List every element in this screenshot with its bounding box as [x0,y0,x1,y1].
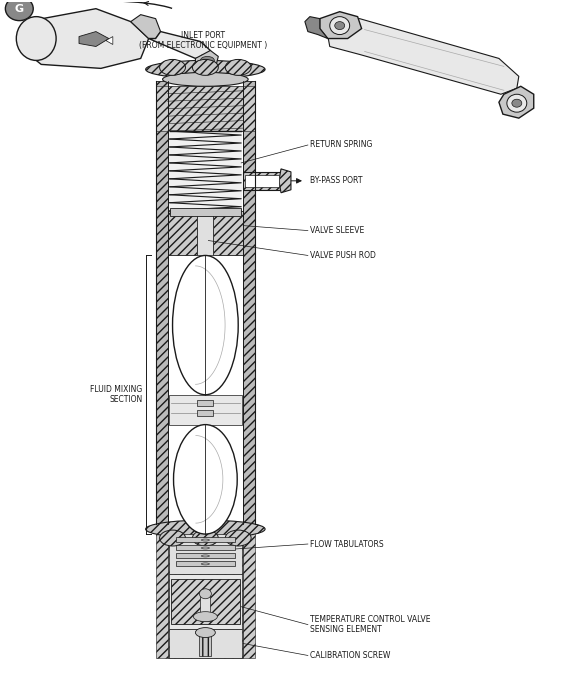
Bar [168,574,242,628]
Ellipse shape [201,563,209,565]
Ellipse shape [146,61,265,78]
Bar [171,579,240,624]
Polygon shape [320,11,362,38]
Polygon shape [106,36,113,45]
Ellipse shape [507,95,527,112]
Ellipse shape [226,59,251,76]
Ellipse shape [335,22,344,30]
Bar [213,211,243,255]
Text: OUTLET PORT: OUTLET PORT [180,553,231,562]
Polygon shape [21,9,149,68]
Ellipse shape [173,425,237,534]
Bar [197,211,213,255]
Text: BY-PASS PORT: BY-PASS PORT [310,176,362,186]
Ellipse shape [330,17,350,34]
Bar [243,524,255,658]
Polygon shape [328,19,519,95]
Ellipse shape [200,57,214,64]
Polygon shape [279,169,291,193]
Bar [176,561,235,566]
Ellipse shape [201,547,209,549]
Bar [197,400,213,406]
Bar [168,628,242,658]
Bar [168,86,243,131]
Bar [245,175,279,187]
Polygon shape [305,17,328,38]
Bar [197,410,213,416]
Ellipse shape [6,0,33,21]
Bar [168,534,242,574]
Bar [168,524,243,658]
Text: VALVE SLEEVE: VALVE SLEEVE [310,226,364,235]
Text: G: G [15,3,24,14]
Text: FLUID MIXING
SECTION: FLUID MIXING SECTION [90,385,142,404]
Ellipse shape [201,539,209,541]
Bar [243,81,255,524]
Ellipse shape [512,99,522,107]
Text: RETURN SPRING: RETURN SPRING [310,140,373,149]
Ellipse shape [199,589,211,599]
Ellipse shape [163,72,248,86]
Ellipse shape [159,530,186,546]
Ellipse shape [194,612,217,622]
Bar [176,553,235,558]
Ellipse shape [195,628,215,638]
Text: VALVE PUSH ROD: VALVE PUSH ROD [310,251,376,260]
Ellipse shape [201,555,209,557]
Bar [200,596,210,620]
Bar [168,395,242,425]
Polygon shape [79,32,109,47]
Bar [176,537,235,542]
Ellipse shape [159,59,186,76]
Ellipse shape [226,530,251,546]
Bar [199,630,211,657]
Bar [155,524,168,658]
Bar [168,211,197,255]
Ellipse shape [173,255,238,395]
Bar [168,131,242,211]
Bar [243,86,255,131]
Bar [169,208,241,215]
Polygon shape [149,32,210,59]
Ellipse shape [146,520,265,538]
Text: TEMPERATURE CONTROL VALVE
SENSING ELEMENT: TEMPERATURE CONTROL VALVE SENSING ELEMEN… [310,615,430,634]
Ellipse shape [192,530,218,546]
Polygon shape [499,86,534,118]
Text: INLET PORT
(FROM ELECTRONIC EQUIPMENT ): INLET PORT (FROM ELECTRONIC EQUIPMENT ) [139,31,268,51]
Polygon shape [195,51,218,68]
Text: FLOW TABULATORS: FLOW TABULATORS [310,539,384,549]
Ellipse shape [16,17,56,61]
Polygon shape [131,15,160,38]
Bar [243,172,281,190]
Bar [176,545,235,550]
Text: CALIBRATION SCREW: CALIBRATION SCREW [310,651,390,660]
Bar [155,86,168,131]
Bar [155,81,168,524]
Ellipse shape [192,59,218,76]
